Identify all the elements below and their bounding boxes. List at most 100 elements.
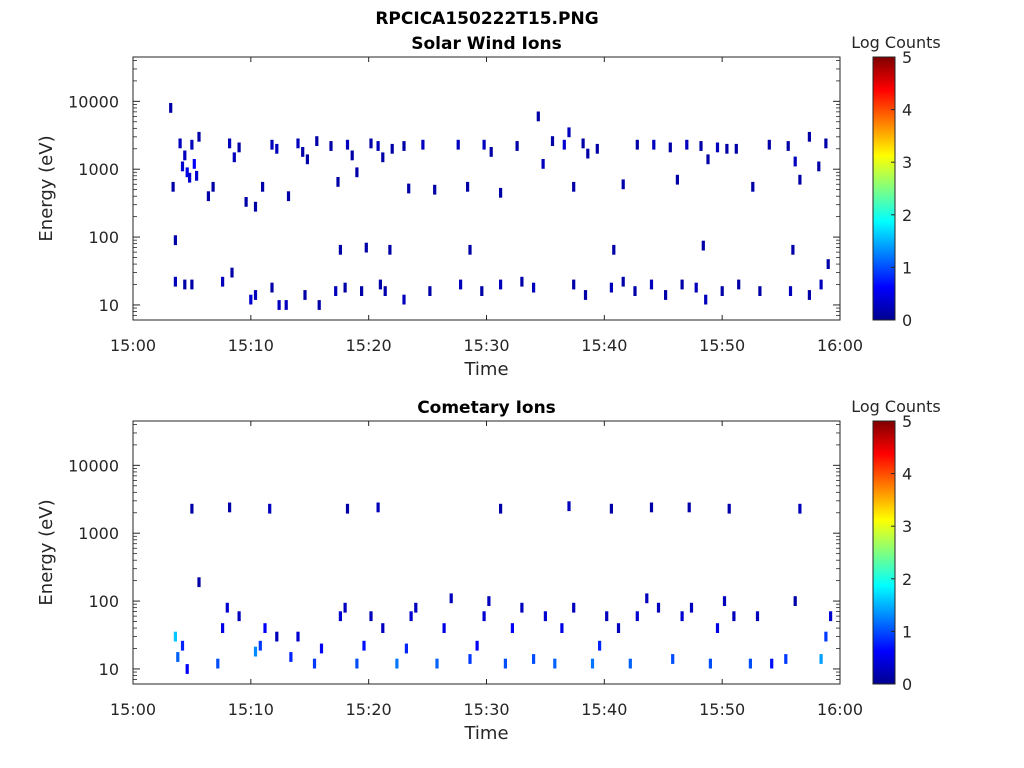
spectrogram-cell xyxy=(572,602,576,613)
spectrogram-cell xyxy=(190,503,194,514)
spectrogram-cell xyxy=(275,143,279,154)
spectrogram-cell xyxy=(567,501,571,512)
x-tick-label: 16:00 xyxy=(817,336,863,355)
spectrogram-cell xyxy=(668,142,672,153)
colorbar-tick-label: 5 xyxy=(902,48,912,67)
spectrogram-cell xyxy=(244,197,248,207)
spectrogram-cell xyxy=(562,139,566,150)
colorbar xyxy=(872,420,896,685)
spectrogram-cell xyxy=(180,161,185,172)
spectrogram-cell xyxy=(755,611,760,622)
spectrogram-cell xyxy=(489,147,493,157)
spectrogram-cell xyxy=(645,593,649,604)
spectrogram-cell xyxy=(195,170,199,181)
spectrogram-cell xyxy=(541,159,545,169)
spectrogram-cells xyxy=(173,501,833,674)
colorbar-tick-label: 4 xyxy=(902,101,912,120)
spectrogram-cell xyxy=(343,282,347,293)
spectrogram-cell xyxy=(829,611,833,622)
spectrogram-cell xyxy=(301,147,305,157)
spectrogram-cell xyxy=(567,127,571,138)
colorbar-tick-label: 3 xyxy=(902,517,912,536)
spectrogram-cell xyxy=(520,276,524,287)
spectrogram-cell xyxy=(553,658,557,669)
spectrogram-cell xyxy=(428,286,432,296)
spectrogram-cell xyxy=(770,658,774,669)
spectrogram-cell xyxy=(228,138,232,149)
spectrogram-cells xyxy=(169,103,830,310)
spectrogram-cell xyxy=(520,602,524,613)
x-tick-label: 15:40 xyxy=(581,700,627,719)
spectrogram-cell xyxy=(296,138,300,149)
y-axis-label: Energy (eV) xyxy=(36,135,57,241)
spectrogram-cell xyxy=(364,242,368,253)
colorbar-tick-label: 5 xyxy=(902,412,912,431)
spectrogram-cell xyxy=(381,623,385,633)
colorbar-label: Log Counts xyxy=(851,397,941,416)
spectrogram-cell xyxy=(211,181,215,192)
y-tick-label: 10 xyxy=(99,660,119,679)
spectrogram-cell xyxy=(402,294,406,305)
spectrogram-cell xyxy=(621,179,625,190)
spectrogram-cell xyxy=(286,191,291,202)
spectrogram-cell xyxy=(192,159,196,169)
spectrogram-cell xyxy=(499,503,503,514)
spectrogram-cell xyxy=(338,244,342,255)
spectrogram-cell xyxy=(468,244,472,255)
spectrogram-cell xyxy=(237,142,241,153)
spectrogram-cell xyxy=(221,623,225,633)
spectrogram-cell xyxy=(459,279,463,290)
x-axis-label: Time xyxy=(463,359,508,380)
spectrogram-cell xyxy=(685,139,689,150)
spectrogram-cell xyxy=(499,187,503,198)
spectrogram-cell xyxy=(532,654,536,664)
spectrogram-cell xyxy=(708,658,712,669)
spectrogram-cell xyxy=(543,611,547,622)
spectrogram-cell xyxy=(378,279,382,290)
spectrogram-cell xyxy=(305,154,309,165)
spectrogram-cell xyxy=(284,300,288,310)
spectrogram-cell xyxy=(360,286,364,296)
spectrogram-cell xyxy=(261,181,265,192)
spectrogram-cell xyxy=(612,244,616,255)
y-axis-label: Energy (eV) xyxy=(36,499,57,605)
spectrogram-cell xyxy=(258,640,262,651)
spectrogram-cell xyxy=(263,623,267,633)
spectrogram-cell xyxy=(616,623,621,633)
spectrogram-cell xyxy=(355,167,359,178)
x-tick-label: 15:20 xyxy=(346,336,392,355)
spectrogram-cell xyxy=(176,652,180,662)
y-tick-label: 100 xyxy=(88,228,119,247)
spectrogram-cell xyxy=(826,259,830,269)
spectrogram-cell xyxy=(706,154,710,165)
spectrogram-cell xyxy=(190,279,194,290)
spectrogram-cell xyxy=(628,658,632,669)
spectrogram-cell xyxy=(237,611,241,622)
spectrogram-cell xyxy=(456,139,460,150)
spectrogram-cell xyxy=(784,654,788,664)
colorbar-tick-label: 2 xyxy=(902,206,912,225)
spectrogram-cell xyxy=(253,201,258,212)
spectrogram-cell xyxy=(550,136,555,146)
colorbar-tick-label: 1 xyxy=(902,258,912,277)
spectrogram-cell xyxy=(482,611,486,622)
spectrogram-cell xyxy=(228,502,232,513)
spectrogram-cell xyxy=(178,138,182,149)
spectrogram-cell xyxy=(253,290,258,300)
spectrogram-cell xyxy=(793,596,797,606)
spectrogram-cell xyxy=(687,502,691,513)
spectrogram-cell xyxy=(791,244,795,255)
spectrogram-cell xyxy=(270,139,274,150)
spectrogram-cell xyxy=(767,139,771,150)
spectrogram-cell xyxy=(303,290,307,300)
spectrogram-cell xyxy=(171,181,175,192)
plot-area xyxy=(133,421,840,684)
spectrogram-cell xyxy=(319,643,324,654)
spectrogram-cell xyxy=(536,111,540,122)
spectrogram-cell xyxy=(404,643,408,654)
panel-title: Solar Wind Ions xyxy=(411,34,562,54)
spectrogram-cell xyxy=(421,139,425,150)
spectrogram-cell xyxy=(480,286,484,296)
y-tick-label: 10000 xyxy=(68,92,119,111)
spectrogram-cell xyxy=(466,181,470,192)
